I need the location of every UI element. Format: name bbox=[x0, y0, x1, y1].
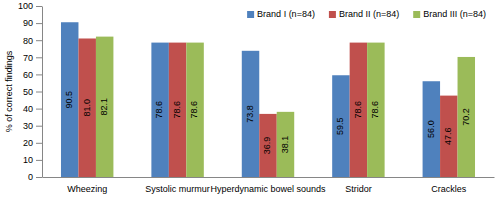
bars bbox=[61, 22, 475, 177]
y-tick: 60 bbox=[23, 70, 42, 80]
data-label: 36.9 bbox=[262, 137, 272, 155]
data-label: 56.0 bbox=[426, 120, 436, 138]
y-tick: 90 bbox=[23, 18, 42, 28]
legend-label: Brand II (n=84) bbox=[339, 9, 399, 19]
data-label: 78.6 bbox=[353, 101, 363, 119]
bar bbox=[151, 43, 168, 177]
y-tick: 100 bbox=[18, 1, 42, 11]
y-tick-label: 60 bbox=[23, 70, 33, 80]
data-label: 38.1 bbox=[280, 136, 290, 154]
x-axis-line bbox=[43, 177, 495, 178]
bar bbox=[78, 38, 95, 177]
legend: Brand I (n=84) Brand II (n=84) Brand III (… bbox=[247, 9, 486, 19]
y-tick-mark bbox=[36, 57, 42, 58]
bar bbox=[423, 81, 440, 177]
y-tick-mark bbox=[36, 74, 42, 75]
data-label: 90.5 bbox=[64, 91, 74, 109]
y-tick: 10 bbox=[23, 155, 42, 165]
y-tick: 50 bbox=[23, 87, 42, 97]
data-label: 78.6 bbox=[189, 101, 199, 119]
y-axis: 0 10 20 30 40 50 60 70 80 90 100 bbox=[18, 1, 43, 182]
y-axis-line bbox=[42, 7, 43, 178]
data-label: 82.1 bbox=[99, 98, 109, 116]
bar bbox=[61, 22, 78, 177]
bar bbox=[277, 112, 294, 177]
y-tick-label: 50 bbox=[23, 87, 33, 97]
bar bbox=[242, 51, 259, 177]
x-tick: Crackles bbox=[431, 177, 467, 194]
x-tick-label: Stridor bbox=[345, 184, 372, 194]
bar bbox=[186, 43, 203, 177]
bar bbox=[332, 75, 349, 177]
y-tick-label: 10 bbox=[23, 155, 33, 165]
y-tick-mark bbox=[36, 40, 42, 41]
x-tick-label: Hyperdynamic bowel sounds bbox=[210, 184, 326, 194]
y-axis-title: % of correct findings bbox=[4, 50, 14, 132]
y-tick-label: 80 bbox=[23, 36, 33, 46]
y-tick-label: 90 bbox=[23, 18, 33, 28]
x-axis: Wheezing Systolic murmurHyperdynamic bowe… bbox=[43, 177, 495, 194]
y-tick-mark bbox=[36, 160, 42, 161]
bar bbox=[169, 43, 186, 177]
y-tick-label: 40 bbox=[23, 104, 33, 114]
data-labels: 90.5 78.6 73.8 59.5 56.0 81.0 78.6 36.9 78.6 47.6… bbox=[64, 91, 471, 154]
x-tick-label: Crackles bbox=[431, 184, 467, 194]
data-label: 47.6 bbox=[443, 128, 453, 146]
x-tick: Wheezing bbox=[67, 177, 107, 194]
legend-item: Brand III (n=84) bbox=[413, 9, 486, 19]
y-tick-label: 100 bbox=[18, 1, 33, 11]
bar bbox=[458, 57, 475, 177]
y-tick-mark bbox=[36, 92, 42, 93]
data-label: 78.6 bbox=[172, 101, 182, 119]
legend-swatch bbox=[413, 11, 420, 18]
x-tick: Stridor bbox=[345, 177, 372, 194]
data-label: 78.6 bbox=[370, 101, 380, 119]
data-label: 59.5 bbox=[335, 117, 345, 135]
legend-label: Brand III (n=84) bbox=[423, 9, 486, 19]
y-tick-mark bbox=[36, 177, 42, 178]
bar bbox=[350, 43, 367, 177]
x-tick-label: Systolic murmur bbox=[145, 184, 210, 194]
y-tick-label: 0 bbox=[28, 172, 33, 182]
bar bbox=[259, 114, 276, 177]
y-tick-mark bbox=[36, 23, 42, 24]
data-label: 78.6 bbox=[154, 101, 164, 119]
x-tick-label: Wheezing bbox=[67, 184, 107, 194]
x-tick: Systolic murmur bbox=[145, 177, 210, 194]
y-tick: 70 bbox=[23, 53, 42, 63]
bar bbox=[440, 96, 457, 177]
y-tick-mark bbox=[36, 143, 42, 144]
y-tick-label: 70 bbox=[23, 53, 33, 63]
legend-swatch bbox=[247, 11, 254, 18]
y-tick-label: 30 bbox=[23, 121, 33, 131]
legend-swatch bbox=[329, 11, 336, 18]
data-label: 73.8 bbox=[245, 105, 255, 123]
y-tick: 20 bbox=[23, 138, 42, 148]
y-tick: 30 bbox=[23, 121, 42, 131]
y-tick: 0 bbox=[28, 172, 42, 182]
data-label: 81.0 bbox=[82, 99, 92, 117]
y-tick-mark bbox=[36, 126, 42, 127]
y-tick-mark bbox=[36, 6, 42, 7]
y-tick: 80 bbox=[23, 36, 42, 46]
y-tick-label: 20 bbox=[23, 138, 33, 148]
legend-item: Brand I (n=84) bbox=[247, 9, 315, 19]
y-tick: 40 bbox=[23, 104, 42, 114]
legend-label: Brand I (n=84) bbox=[257, 9, 315, 19]
bar bbox=[367, 43, 384, 177]
legend-item: Brand II (n=84) bbox=[329, 9, 399, 19]
data-label: 70.2 bbox=[461, 108, 471, 126]
plot: 0 10 20 30 40 50 60 70 80 90 100 Wheezing Systolic m… bbox=[18, 1, 495, 193]
x-tick: Hyperdynamic bowel sounds bbox=[210, 177, 326, 194]
bar bbox=[96, 37, 113, 177]
y-tick-mark bbox=[36, 109, 42, 110]
